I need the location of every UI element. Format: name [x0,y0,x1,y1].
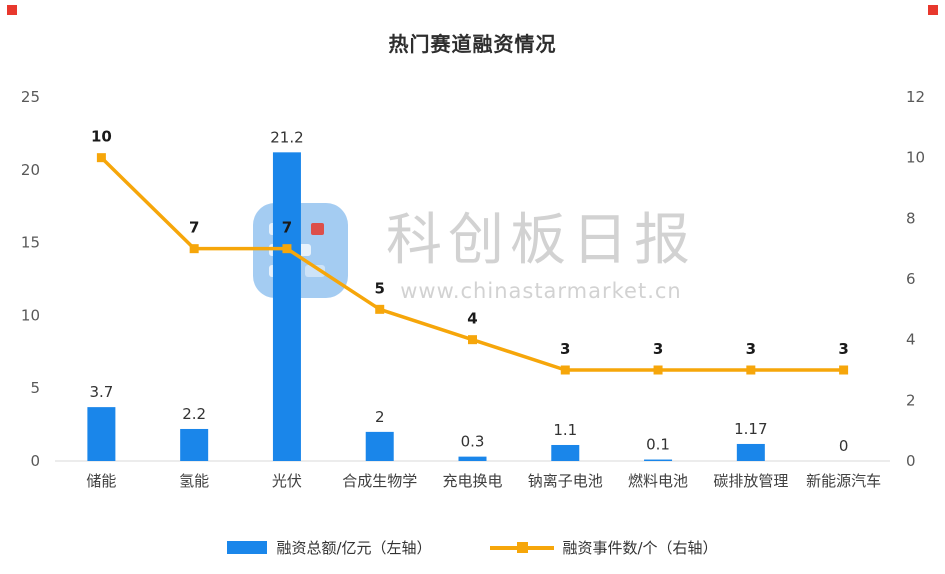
line-value-label: 3 [746,340,756,358]
bar [458,456,487,461]
line-marker [189,244,199,254]
right-axis-tick-label: 12 [906,88,925,106]
line-marker [653,365,663,375]
bar-value-label: 2 [375,408,385,426]
bar-series-swatch-icon [227,541,268,554]
left-axis-tick-label: 10 [21,306,40,324]
bar [551,444,580,461]
right-axis-tick-label: 2 [906,391,916,409]
right-axis-tick-label: 10 [906,149,925,167]
category-label: 光伏 [272,472,302,490]
left-axis-tick-label: 0 [30,452,40,470]
legend-label: 融资事件数/个（右轴） [562,539,718,557]
right-axis-tick-label: 0 [906,452,916,470]
bar-value-label: 1.17 [734,420,767,438]
line-marker [746,365,756,375]
line-marker [375,304,385,314]
category-label: 新能源汽车 [806,472,881,490]
line-value-label: 4 [467,310,477,328]
line-value-label: 5 [375,279,385,297]
legend-label: 融资总额/亿元（左轴） [276,539,432,557]
line-value-label: 7 [189,219,199,237]
line-series-swatch-icon [489,541,554,554]
category-label: 碳排放管理 [713,472,788,490]
legend-item-bar-series[interactable]: 融资总额/亿元（左轴） [227,537,432,558]
bar-value-label: 3.7 [89,383,113,401]
corner-mark-top-left [7,5,17,15]
right-axis-tick-label: 4 [906,331,916,349]
corner-mark-top-right [928,5,938,15]
right-axis-tick-label: 6 [906,270,916,288]
category-label: 充电换电 [442,472,502,490]
bar-value-label: 2.2 [182,405,206,423]
bar [272,152,301,461]
category-label: 钠离子电池 [528,472,603,490]
bar [644,459,673,461]
bar [180,428,209,461]
left-axis-tick-label: 5 [30,379,40,397]
line-value-label: 3 [653,340,663,358]
legend: 融资总额/亿元（左轴） 融资事件数/个（右轴） [0,537,945,558]
line-marker [282,244,292,254]
bar [365,431,394,461]
left-axis-tick-label: 20 [21,161,40,179]
left-axis-tick-label: 15 [21,234,40,252]
bar-value-label: 0.1 [646,436,670,454]
line-value-label: 3 [560,340,570,358]
bar [736,443,765,461]
line-value-label: 7 [282,219,292,237]
line-marker [468,335,477,345]
bar-value-label: 1.1 [553,421,577,439]
bar-value-label: 21.2 [270,128,303,146]
bar [87,407,116,461]
bar-value-label: 0 [839,437,849,455]
category-label: 合成生物学 [342,472,417,490]
legend-item-line-series[interactable]: 融资事件数/个（右轴） [489,537,718,558]
right-axis-tick-label: 8 [906,209,916,227]
left-axis-tick-label: 25 [21,88,40,106]
line-value-label: 3 [838,340,848,358]
category-label: 燃料电池 [628,472,688,490]
bar-value-label: 0.3 [461,433,485,451]
line-marker [839,365,849,375]
line-marker [96,153,106,163]
category-label: 氢能 [179,472,209,490]
chart-title: 热门赛道融资情况 [388,32,557,56]
line-value-label: 10 [91,128,112,146]
category-label: 储能 [86,472,116,490]
line-marker [560,365,570,375]
